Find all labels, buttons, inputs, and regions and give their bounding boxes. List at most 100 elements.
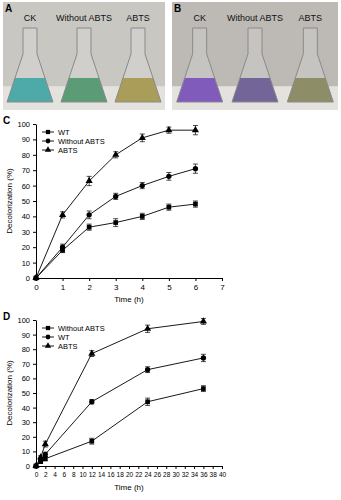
legend-label: WT bbox=[58, 333, 70, 342]
x-tick: 36 bbox=[200, 466, 208, 478]
y-tick-label: 50 bbox=[22, 389, 30, 398]
x-tick: 38 bbox=[210, 466, 218, 478]
y-axis-line bbox=[36, 125, 37, 279]
x-tick: 5 bbox=[167, 278, 172, 292]
y-tick-mark bbox=[33, 408, 36, 409]
y-tick-mark bbox=[33, 247, 36, 248]
y-tick-label: 80 bbox=[22, 345, 30, 354]
y-tick-mark bbox=[33, 124, 36, 125]
x-tick: 1 bbox=[61, 278, 66, 292]
data-point bbox=[193, 202, 198, 207]
x-tick-label: 0 bbox=[34, 283, 39, 292]
data-point bbox=[193, 166, 198, 171]
data-point bbox=[113, 220, 118, 225]
y-tick-mark bbox=[33, 378, 36, 379]
y-tick-label: 60 bbox=[22, 374, 30, 383]
data-point bbox=[165, 126, 172, 132]
legend-marker bbox=[46, 335, 51, 340]
y-tick: 60 bbox=[22, 182, 36, 191]
legend-marker bbox=[45, 342, 51, 348]
y-axis-title: Decolorization (%) bbox=[5, 360, 14, 426]
x-tick: 20 bbox=[126, 466, 134, 478]
y-tick: 90 bbox=[22, 135, 36, 144]
data-point bbox=[86, 212, 91, 217]
x-tick-mark bbox=[64, 466, 65, 469]
data-point bbox=[140, 214, 145, 219]
x-tick-label: 30 bbox=[172, 471, 180, 478]
x-tick-label: 6 bbox=[63, 471, 67, 478]
x-tick: 6 bbox=[63, 466, 67, 478]
x-tick-mark bbox=[176, 466, 177, 469]
y-tick: 20 bbox=[22, 243, 36, 252]
data-point bbox=[42, 440, 49, 446]
x-tick: 2 bbox=[87, 278, 92, 292]
x-tick: 8 bbox=[72, 466, 76, 478]
error-bar bbox=[193, 164, 198, 173]
x-axis: 0246810121416182022242628303234363840 bbox=[35, 466, 227, 478]
plot-area bbox=[32, 317, 207, 468]
y-tick-mark bbox=[33, 263, 36, 264]
x-tick-label: 7 bbox=[220, 283, 225, 292]
x-tick-mark bbox=[222, 278, 223, 281]
x-tick-mark bbox=[83, 466, 84, 469]
x-tick-mark bbox=[73, 466, 74, 469]
x-tick: 22 bbox=[135, 466, 143, 478]
x-tick-mark bbox=[101, 466, 102, 469]
data-point bbox=[167, 205, 172, 210]
y-tick: 20 bbox=[22, 433, 36, 442]
y-tick-mark bbox=[33, 139, 36, 140]
x-tick-label: 3 bbox=[114, 283, 119, 292]
y-tick-mark bbox=[33, 201, 36, 202]
data-point bbox=[200, 317, 207, 323]
x-tick-label: 8 bbox=[72, 471, 76, 478]
x-tick-label: 4 bbox=[141, 283, 146, 292]
x-tick-mark bbox=[194, 466, 195, 469]
data-point bbox=[87, 225, 92, 230]
panel-label: B bbox=[174, 3, 181, 14]
x-axis-line bbox=[37, 278, 223, 279]
y-tick: 10 bbox=[22, 447, 36, 456]
data-point bbox=[144, 325, 151, 331]
y-tick: 100 bbox=[17, 316, 36, 325]
error-bar bbox=[113, 193, 118, 199]
photo-caption: ABTS bbox=[299, 13, 323, 23]
x-tick-mark bbox=[63, 278, 64, 281]
panel-label: C bbox=[3, 115, 10, 126]
photo-background bbox=[3, 2, 165, 110]
figure: CKWithout ABTSABTSACKWithout ABTSABTSB01… bbox=[0, 0, 341, 500]
error-bar bbox=[43, 452, 48, 456]
x-tick: 14 bbox=[98, 466, 106, 478]
error-bar bbox=[201, 386, 206, 392]
error-bar bbox=[60, 244, 65, 250]
y-tick-label: 0 bbox=[26, 274, 30, 283]
y-tick-label: 40 bbox=[22, 212, 30, 221]
photo-caption: Without ABTS bbox=[56, 13, 112, 23]
x-tick-label: 4 bbox=[53, 471, 57, 478]
y-tick-mark bbox=[33, 335, 36, 336]
x-tick: 6 bbox=[194, 278, 199, 292]
x-tick-label: 16 bbox=[107, 471, 115, 478]
x-tick-mark bbox=[55, 466, 56, 469]
x-tick: 16 bbox=[107, 466, 115, 478]
data-point bbox=[201, 355, 206, 360]
y-tick: 90 bbox=[22, 331, 36, 340]
y-tick-mark bbox=[33, 349, 36, 350]
photo-caption: CK bbox=[193, 13, 206, 23]
y-tick-mark bbox=[33, 232, 36, 233]
x-tick: 26 bbox=[154, 466, 162, 478]
legend-marker bbox=[46, 130, 50, 134]
x-tick-mark bbox=[203, 466, 204, 469]
y-tick: 40 bbox=[22, 404, 36, 413]
x-tick-label: 20 bbox=[126, 471, 134, 478]
error-bar bbox=[166, 204, 171, 210]
y-tick: 60 bbox=[22, 374, 36, 383]
x-tick-mark bbox=[157, 466, 158, 469]
y-tick-label: 90 bbox=[22, 135, 30, 144]
data-point bbox=[43, 452, 48, 457]
error-bar bbox=[87, 211, 92, 219]
y-tick: 30 bbox=[22, 228, 36, 237]
legend-marker bbox=[46, 139, 51, 144]
y-tick-label: 90 bbox=[22, 331, 30, 340]
data-point bbox=[145, 399, 150, 404]
photo-caption: CK bbox=[24, 13, 37, 23]
